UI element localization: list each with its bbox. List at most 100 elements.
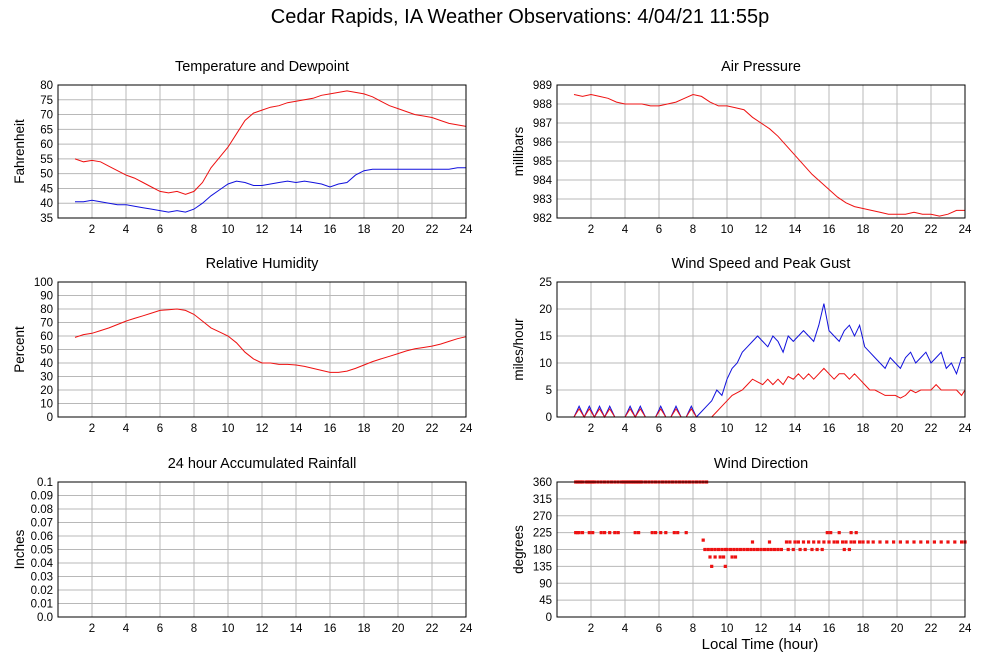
x-tick-label: 20: [891, 423, 904, 435]
y-tick-label: 0.0: [37, 612, 53, 624]
x-tick-label: 8: [191, 623, 197, 635]
y-tick-label: 0.07: [31, 518, 53, 530]
y-tick-label: 315: [533, 494, 552, 506]
data-point: [803, 547, 807, 552]
data-point: [815, 547, 819, 552]
x-tick-label: 2: [89, 423, 95, 435]
x-tick-label: 16: [324, 224, 337, 236]
data-point: [932, 540, 936, 544]
x-tick-label: 4: [622, 423, 629, 435]
data-point: [773, 547, 777, 552]
x-tick-label: 4: [123, 423, 130, 435]
data-point: [587, 531, 591, 535]
data-point: [835, 540, 840, 544]
data-point: [866, 540, 870, 544]
data-point: [720, 547, 724, 552]
chart-title: Wind Speed and Peak Gust: [672, 256, 851, 272]
y-axis-label: miles/hour: [511, 318, 526, 381]
data-point: [725, 547, 729, 552]
data-point: [577, 531, 581, 535]
data-point: [926, 540, 930, 544]
data-point: [912, 540, 916, 544]
y-tick-label: 985: [533, 156, 552, 168]
series-line-red: [74, 90, 467, 195]
data-point: [817, 540, 821, 544]
y-tick-label: 50: [40, 169, 53, 181]
data-point: [946, 540, 950, 544]
x-tick-label: 10: [222, 423, 235, 435]
data-point: [844, 540, 848, 544]
x-tick-label: 12: [256, 623, 269, 635]
x-tick-label: 24: [959, 423, 972, 435]
y-tick-label: 0.05: [31, 545, 53, 557]
data-point: [939, 540, 943, 544]
x-tick-label: 4: [123, 623, 130, 635]
data-point: [574, 531, 578, 535]
data-point: [713, 555, 717, 559]
chart-title: Relative Humidity: [206, 256, 320, 272]
x-tick-label: 6: [656, 224, 662, 236]
data-point: [791, 547, 795, 552]
data-point: [708, 555, 712, 559]
data-point: [861, 540, 865, 544]
y-tick-label: 986: [533, 137, 552, 149]
data-point: [919, 540, 923, 544]
y-tick-label: 10: [539, 358, 552, 370]
data-point: [769, 547, 773, 552]
plot-frame: [556, 281, 966, 418]
y-tick-label: 30: [40, 372, 53, 384]
data-point: [820, 547, 824, 552]
data-point: [786, 547, 790, 552]
plot-frame: [57, 281, 467, 418]
y-tick-label: 60: [40, 331, 53, 343]
chart-title: Wind Direction: [714, 456, 808, 472]
x-tick-label: 12: [755, 623, 768, 635]
y-tick-label: 0: [546, 412, 552, 424]
x-tick-label: 18: [358, 623, 371, 635]
x-tick-label: 12: [256, 423, 269, 435]
y-tick-label: 0.01: [31, 599, 53, 611]
data-point: [878, 540, 882, 544]
y-tick-label: 180: [533, 545, 552, 557]
data-point: [723, 547, 727, 552]
y-axis-label: Percent: [12, 326, 27, 373]
data-point: [849, 540, 853, 544]
data-point: [603, 531, 607, 535]
data-point: [837, 531, 841, 535]
y-tick-label: 984: [533, 175, 553, 187]
x-tick-label: 20: [392, 623, 405, 635]
page-title: Cedar Rapids, IA Weather Observations: 4…: [270, 6, 770, 28]
data-point: [599, 531, 603, 535]
y-tick-label: 75: [40, 95, 53, 107]
data-point: [852, 540, 857, 544]
data-point: [796, 540, 800, 544]
data-point: [733, 555, 738, 559]
chart-direction: 2 4 6 8 10 12 14 16 18 20 22 2404590135180225270315…: [511, 456, 972, 635]
y-tick-label: 0.09: [31, 491, 53, 503]
y-tick-label: 987: [533, 118, 552, 130]
x-tick-label: 14: [290, 423, 303, 435]
y-tick-label: 35: [40, 213, 53, 225]
y-tick-label: 80: [40, 80, 53, 92]
data-point: [749, 547, 753, 552]
data-point: [742, 547, 746, 552]
x-tick-label: 6: [656, 623, 662, 635]
chart-pressure: 2 4 6 8 10 12 14 16 18 20 22 2498298398498598698798…: [511, 59, 972, 236]
data-point: [759, 547, 763, 552]
x-tick-label: 20: [891, 224, 904, 236]
y-tick-label: 0.06: [31, 531, 53, 543]
data-point: [841, 540, 845, 544]
x-tick-label: 12: [256, 224, 269, 236]
x-tick-label: 10: [222, 224, 235, 236]
y-tick-label: 15: [539, 331, 552, 343]
data-point: [898, 540, 902, 544]
y-tick-label: 982: [533, 213, 552, 225]
x-tick-label: 6: [656, 423, 662, 435]
x-tick-label: 2: [588, 423, 594, 435]
y-axis-label: millibars: [511, 127, 526, 177]
series-line-red: [573, 367, 966, 418]
data-point: [842, 547, 846, 552]
x-tick-label: 8: [690, 623, 696, 635]
chart-title: Air Pressure: [721, 59, 801, 75]
x-tick-label: 10: [721, 224, 734, 236]
